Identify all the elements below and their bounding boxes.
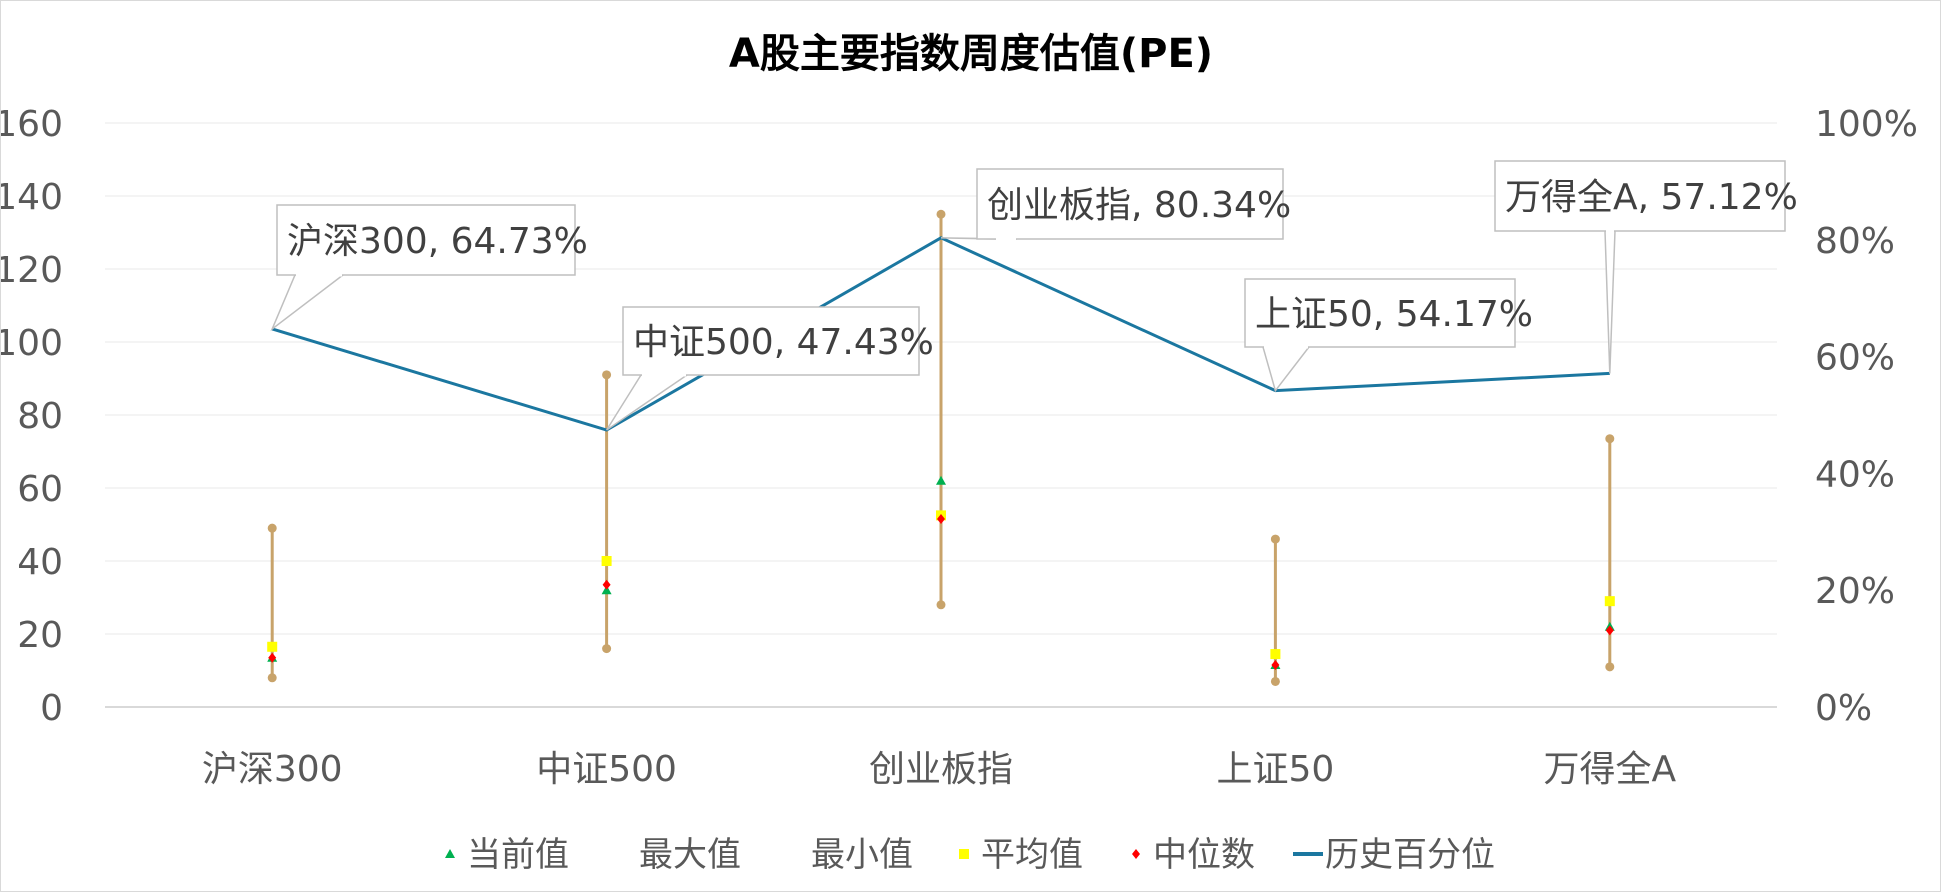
callout-text: 万得全A, 57.12% bbox=[1505, 177, 1798, 218]
callout: 沪深300, 64.73% bbox=[270, 204, 588, 332]
callout-text: 沪深300, 64.73% bbox=[287, 221, 588, 262]
left-tick-label: 20 bbox=[17, 615, 63, 656]
category-label: 创业板指 bbox=[869, 749, 1013, 790]
legend-label: 当前值 bbox=[467, 835, 569, 875]
legend-label: 平均值 bbox=[981, 835, 1083, 875]
marker-diamond bbox=[602, 579, 611, 590]
legend-label: 中位数 bbox=[1153, 835, 1255, 875]
left-tick-label: 120 bbox=[1, 250, 63, 291]
marker-circle bbox=[267, 673, 277, 683]
left-tick-label: 160 bbox=[1, 104, 63, 145]
marker-diamond bbox=[1605, 625, 1614, 636]
left-tick-label: 140 bbox=[1, 177, 63, 218]
legend-swatch bbox=[1132, 849, 1140, 859]
marker-circle bbox=[1605, 662, 1615, 672]
right-tick-label: 60% bbox=[1815, 338, 1895, 379]
category-labels: 沪深300 中证500 创业板指 上证50 万得全A bbox=[202, 749, 1677, 790]
marker-diamond bbox=[268, 652, 277, 663]
right-tick-label: 100% bbox=[1815, 104, 1918, 145]
marker-triangle bbox=[936, 475, 946, 485]
left-axis-ticks: 0 20 40 60 80 100 120 140 160 bbox=[1, 104, 63, 729]
marker-square bbox=[1270, 649, 1281, 660]
legend-item: 平均值 bbox=[959, 835, 1083, 875]
marker-circle bbox=[602, 370, 612, 380]
callout-box bbox=[276, 204, 576, 276]
left-tick-label: 40 bbox=[17, 542, 63, 583]
callout-text: 创业板指, 80.34% bbox=[987, 185, 1291, 226]
chart-title: A股主要指数周度估值(PE) bbox=[729, 31, 1213, 77]
callout: 中证500, 47.43% bbox=[605, 306, 934, 431]
marker-circle bbox=[1605, 434, 1615, 444]
marker-square bbox=[601, 556, 612, 566]
legend-item: 最大值 bbox=[639, 835, 741, 875]
callout-leader bbox=[605, 374, 690, 431]
marker-circle bbox=[936, 209, 946, 219]
callout-box bbox=[1244, 278, 1516, 348]
legend-swatch bbox=[959, 849, 969, 859]
callout: 万得全A, 57.12% bbox=[1494, 160, 1798, 374]
legend-item: 最小值 bbox=[811, 835, 913, 875]
callout-box bbox=[622, 306, 920, 376]
right-tick-label: 40% bbox=[1815, 454, 1895, 495]
marker-circle bbox=[1270, 676, 1280, 686]
callout-box bbox=[1494, 160, 1786, 232]
markers bbox=[267, 209, 1615, 686]
callout-text: 中证500, 47.43% bbox=[633, 322, 934, 363]
right-tick-label: 80% bbox=[1815, 221, 1895, 262]
legend-swatch bbox=[445, 849, 455, 858]
callout-box bbox=[976, 168, 1284, 240]
legend-label: 最大值 bbox=[639, 835, 741, 875]
marker-circle bbox=[936, 600, 946, 610]
callout: 上证50, 54.17% bbox=[1244, 278, 1533, 393]
callout-leader bbox=[1604, 230, 1616, 374]
callouts: 沪深300, 64.73% 中证500, 47.43% 创业板指, 80.34% 上证… bbox=[270, 160, 1798, 431]
callout-leader bbox=[1262, 346, 1311, 393]
category-label: 沪深300 bbox=[202, 749, 343, 790]
left-tick-label: 0 bbox=[40, 688, 63, 729]
right-axis-ticks: 0% 20% 40% 60% 80% 100% bbox=[1815, 104, 1918, 729]
marker-diamond bbox=[937, 514, 945, 525]
callout-text: 上证50, 54.17% bbox=[1255, 294, 1533, 335]
category-label: 中证500 bbox=[536, 749, 677, 790]
marker-circle bbox=[1270, 534, 1280, 544]
legend-item: 历史百分位 bbox=[1293, 835, 1495, 875]
legend-item: 中位数 bbox=[1132, 835, 1255, 875]
marker-circle bbox=[602, 644, 612, 654]
callout: 创业板指, 80.34% bbox=[940, 168, 1291, 241]
category-label: 上证50 bbox=[1216, 749, 1334, 790]
marker-diamond bbox=[1271, 660, 1280, 671]
right-tick-label: 20% bbox=[1815, 571, 1895, 612]
left-tick-label: 100 bbox=[1, 323, 63, 364]
callout-leader bbox=[270, 274, 346, 332]
left-tick-label: 60 bbox=[17, 469, 63, 510]
legend-label: 最小值 bbox=[811, 835, 913, 875]
legend-item: 当前值 bbox=[445, 835, 569, 875]
marker-circle bbox=[267, 523, 277, 533]
legend-label: 历史百分位 bbox=[1325, 835, 1495, 875]
left-tick-label: 80 bbox=[17, 396, 63, 437]
legend: 当前值 最大值 最小值 平均值 中位数 历史百分位 bbox=[445, 835, 1495, 875]
category-label: 万得全A bbox=[1543, 749, 1676, 790]
right-tick-label: 0% bbox=[1815, 688, 1872, 729]
marker-square bbox=[1604, 596, 1615, 607]
marker-square bbox=[267, 641, 278, 652]
